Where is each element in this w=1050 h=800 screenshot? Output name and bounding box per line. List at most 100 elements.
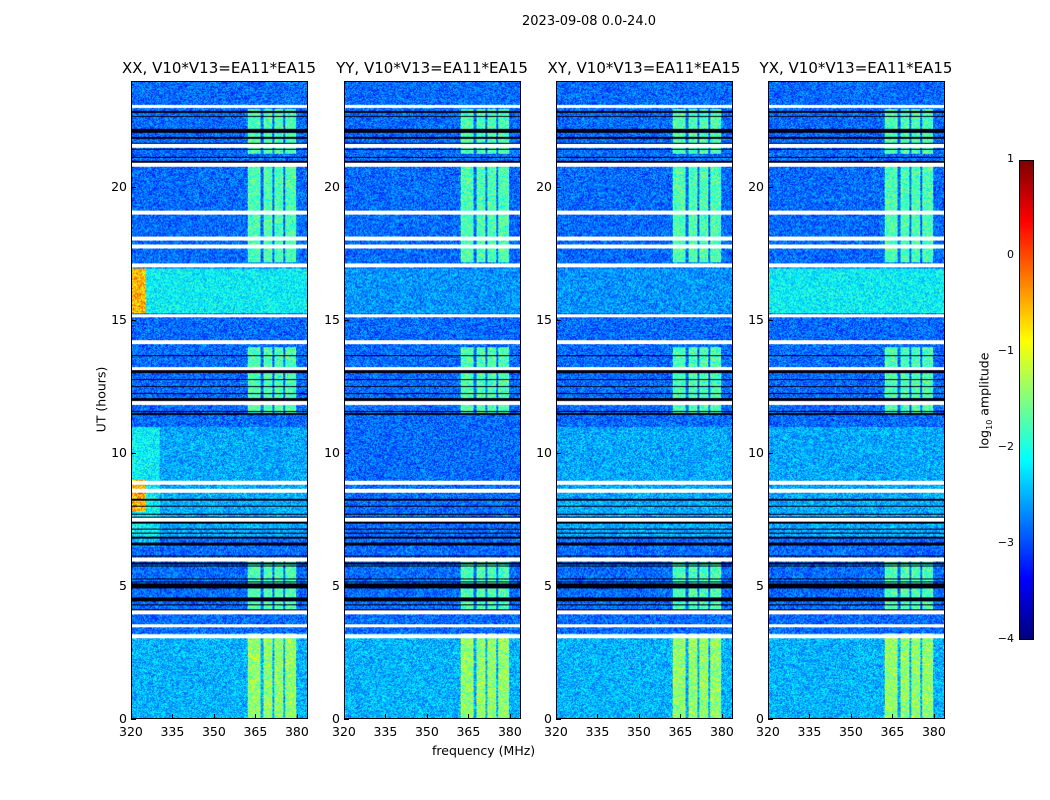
x-tick-label: 350 (838, 724, 863, 739)
y-tick-mark (131, 453, 136, 455)
colorbar-tick-label: −4 (997, 632, 1014, 645)
y-tick-mark (131, 719, 136, 720)
x-tick-label: 380 (497, 724, 522, 739)
y-tick-label: 15 (748, 312, 764, 328)
heatmap-image (345, 82, 520, 718)
y-tick-mark (556, 586, 561, 588)
colorbar-tick-label: 1 (1007, 152, 1014, 165)
x-tick-label: 380 (284, 724, 309, 739)
x-tick-label: 320 (544, 724, 568, 739)
colorbar-tick-label: 0 (1007, 248, 1014, 261)
heatmap-panel (344, 81, 521, 719)
x-tick-label: 350 (201, 724, 226, 739)
x-tick-mark (933, 714, 935, 719)
y-tick-mark (768, 187, 773, 189)
x-axis-label: frequency (MHz) (432, 743, 536, 758)
colorbar-tick-label: −2 (997, 440, 1014, 453)
x-tick-label: 335 (160, 724, 185, 739)
x-tick-mark (344, 714, 345, 719)
heatmap-image (557, 82, 732, 718)
y-tick-label: 5 (544, 578, 552, 594)
x-tick-label: 365 (668, 724, 693, 739)
x-tick-label: 365 (243, 724, 268, 739)
y-tick-mark (131, 586, 136, 588)
y-tick-label: 20 (111, 179, 127, 195)
y-tick-label: 20 (748, 179, 764, 195)
y-tick-label: 0 (119, 711, 127, 726)
x-tick-label: 335 (797, 724, 822, 739)
x-tick-label: 365 (880, 724, 905, 739)
panel-title: YX, V10*V13=EA11*EA15 (759, 59, 953, 77)
heatmap-image (769, 82, 944, 718)
x-tick-mark (255, 714, 257, 719)
y-tick-label: 15 (536, 312, 552, 328)
panel-title: XX, V10*V13=EA11*EA15 (121, 59, 316, 77)
y-tick-label: 5 (756, 578, 764, 594)
y-tick-mark (344, 320, 349, 322)
panel-title: XY, V10*V13=EA11*EA15 (547, 59, 741, 77)
y-tick-mark (768, 719, 773, 720)
colorbar-tick-label: −1 (997, 344, 1014, 357)
y-tick-label: 5 (332, 578, 340, 594)
y-tick-mark (344, 187, 349, 189)
x-tick-mark (721, 714, 723, 719)
x-tick-mark (468, 714, 470, 719)
y-tick-label: 5 (119, 578, 127, 594)
x-tick-mark (638, 714, 640, 719)
x-tick-label: 320 (332, 724, 356, 739)
x-tick-mark (768, 714, 769, 719)
y-tick-mark (556, 320, 561, 322)
heatmap-panel (556, 81, 733, 719)
x-tick-mark (597, 714, 599, 719)
x-tick-label: 335 (373, 724, 398, 739)
x-tick-mark (426, 714, 428, 719)
panel-title: YY, V10*V13=EA11*EA15 (336, 59, 528, 77)
x-tick-mark (385, 714, 387, 719)
y-tick-mark (131, 320, 136, 322)
x-tick-label: 320 (756, 724, 780, 739)
y-tick-mark (556, 719, 561, 720)
y-tick-label: 10 (536, 445, 552, 461)
y-tick-mark (344, 719, 349, 720)
y-tick-label: 10 (324, 445, 340, 461)
x-tick-mark (809, 714, 811, 719)
x-tick-label: 350 (626, 724, 651, 739)
x-tick-label: 380 (709, 724, 734, 739)
x-tick-mark (509, 714, 511, 719)
y-tick-mark (768, 586, 773, 588)
y-tick-mark (344, 586, 349, 588)
x-tick-mark (213, 714, 215, 719)
colorbar-tick-label: −3 (997, 536, 1014, 549)
y-tick-label: 20 (324, 179, 340, 195)
x-tick-label: 320 (119, 724, 143, 739)
y-tick-label: 0 (332, 711, 340, 726)
figure-suptitle: 2023-09-08 0.0-24.0 (522, 14, 656, 29)
y-tick-mark (344, 453, 349, 455)
heatmap-image (132, 82, 307, 718)
x-tick-label: 365 (456, 724, 481, 739)
heatmap-panel (768, 81, 945, 719)
y-tick-label: 10 (748, 445, 764, 461)
y-tick-label: 0 (544, 711, 552, 726)
x-tick-mark (172, 714, 174, 719)
y-tick-mark (768, 320, 773, 322)
x-tick-mark (680, 714, 682, 719)
x-tick-mark (850, 714, 852, 719)
y-tick-mark (768, 453, 773, 455)
heatmap-panel (131, 81, 308, 719)
x-tick-mark (131, 714, 132, 719)
y-tick-mark (556, 187, 561, 189)
y-tick-mark (556, 453, 561, 455)
y-tick-label: 20 (536, 179, 552, 195)
y-axis-label: UT (hours) (93, 366, 109, 433)
colorbar (1019, 160, 1034, 640)
x-tick-label: 335 (585, 724, 610, 739)
x-tick-mark (892, 714, 894, 719)
x-tick-label: 380 (921, 724, 946, 739)
x-tick-mark (556, 714, 557, 719)
y-tick-label: 10 (111, 445, 127, 461)
y-tick-label: 0 (756, 711, 764, 726)
y-tick-label: 15 (324, 312, 340, 328)
x-tick-label: 350 (414, 724, 439, 739)
